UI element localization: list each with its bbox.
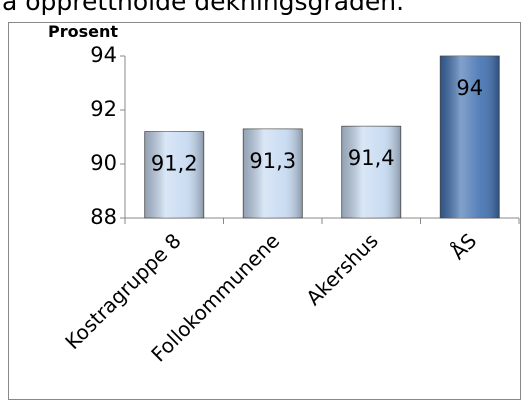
y-tick-label: 94 bbox=[90, 43, 117, 67]
bar-shade bbox=[243, 128, 303, 218]
y-tick-label: 92 bbox=[90, 97, 117, 121]
bar-shade bbox=[440, 56, 500, 218]
value-label: 94 bbox=[456, 76, 483, 100]
x-tick-label: ÅS bbox=[446, 229, 482, 265]
chart-border bbox=[8, 22, 521, 400]
bar-shade bbox=[144, 131, 204, 218]
x-tick-label: Akershus bbox=[301, 229, 383, 311]
value-label: 91,3 bbox=[249, 149, 296, 173]
y-axis-label: Prosent bbox=[48, 22, 118, 41]
y-tick-label: 90 bbox=[90, 151, 117, 175]
bar-shade bbox=[341, 126, 401, 218]
y-tick-label: 88 bbox=[90, 205, 117, 229]
value-label: 91,4 bbox=[348, 146, 395, 170]
value-label: 91,2 bbox=[151, 152, 198, 176]
heading: å opprettholde dekningsgraden. bbox=[2, 0, 404, 16]
